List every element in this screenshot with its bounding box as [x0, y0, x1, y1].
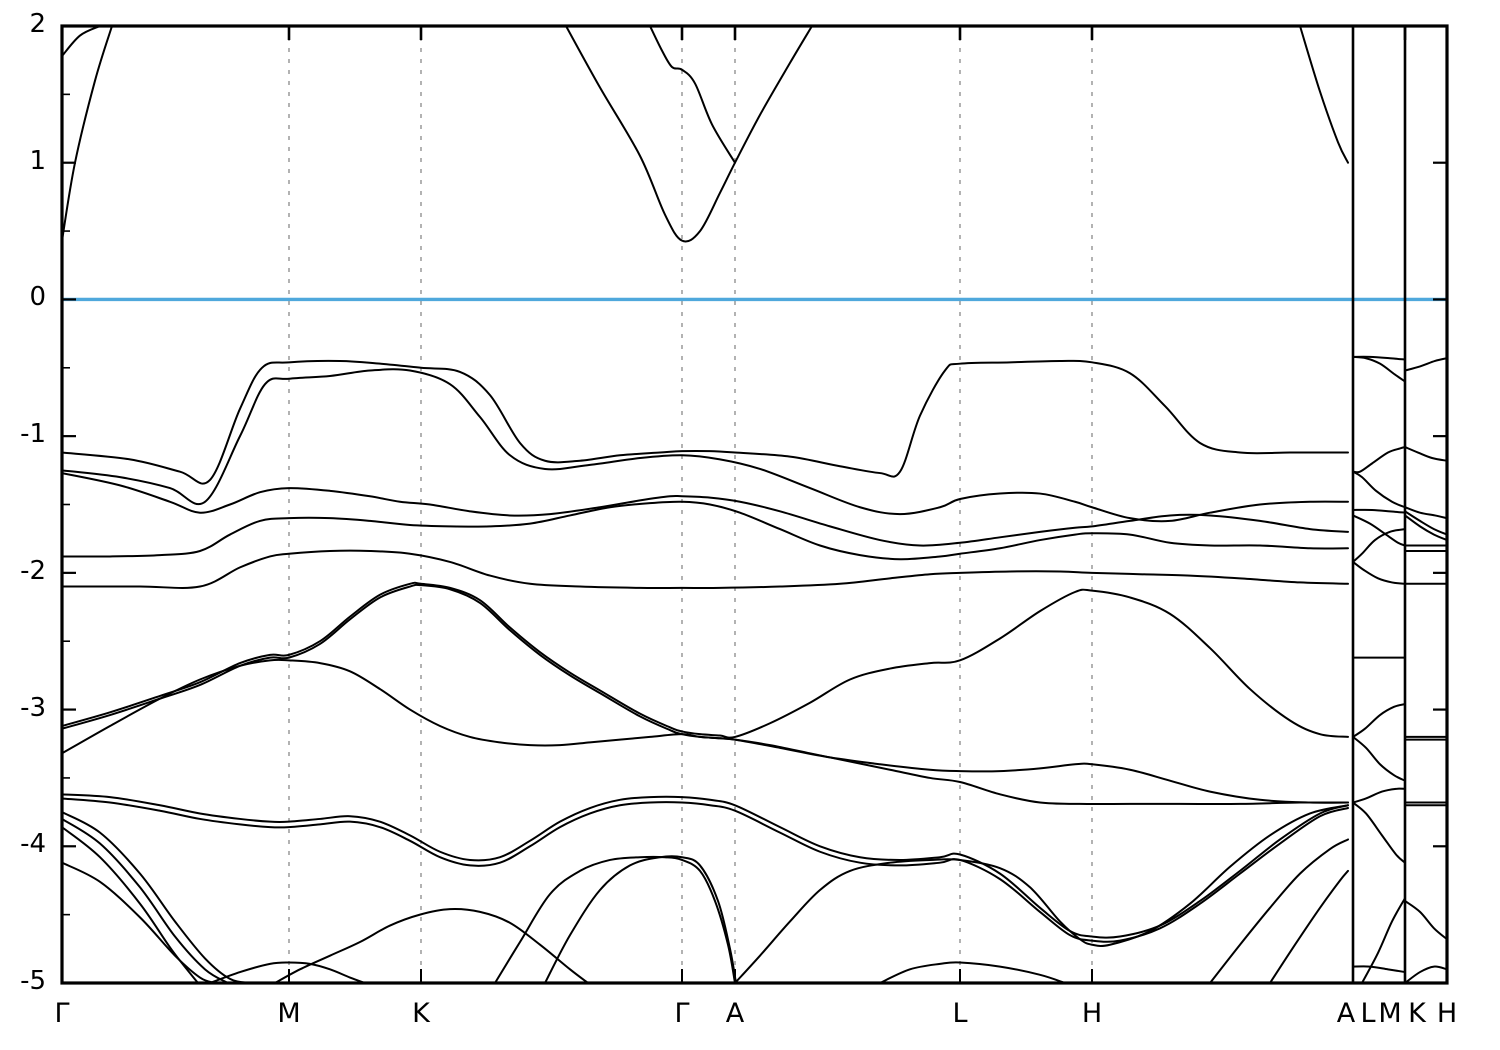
band-curve — [62, 811, 251, 983]
band-curve — [1404, 357, 1447, 372]
x-tick-label: K — [412, 998, 430, 1029]
y-tick-label: 1 — [29, 145, 46, 176]
band-curve — [879, 961, 1066, 983]
band-curve — [734, 804, 1349, 983]
band-curve — [649, 26, 736, 164]
band-curve — [1352, 703, 1406, 738]
band-curve — [1404, 965, 1447, 983]
x-tick-label: M — [1378, 998, 1402, 1029]
band-curve — [1361, 897, 1406, 983]
band-curve — [1404, 899, 1447, 941]
band-curve — [62, 549, 1349, 590]
band-curve — [62, 500, 1349, 561]
plot-frame — [60, 24, 1449, 985]
x-tick-label: L — [1360, 998, 1376, 1029]
band-curve — [1352, 446, 1406, 474]
band-curve — [62, 581, 1349, 739]
band-curve — [62, 793, 1349, 939]
y-tick-label: 2 — [29, 9, 46, 39]
band-curve — [62, 861, 216, 983]
band-curve — [1404, 506, 1447, 520]
band-curve — [1299, 26, 1349, 164]
y-tick-label: -4 — [20, 829, 46, 860]
band-curve — [565, 26, 813, 243]
band-curve — [1352, 787, 1406, 804]
band-curve — [274, 908, 589, 983]
band-curve — [1352, 355, 1406, 383]
band-curve — [544, 855, 737, 983]
x-tick-label: L — [952, 998, 968, 1029]
band-curve — [62, 658, 1349, 804]
band-curve — [1352, 965, 1406, 974]
band-curve — [1404, 446, 1447, 462]
x-tick-label: A — [725, 998, 745, 1029]
gridlines-group — [288, 26, 1406, 983]
band-curve — [1352, 514, 1406, 547]
band-curve — [1352, 508, 1406, 514]
band-curve — [1404, 510, 1447, 536]
y-tick-label: -2 — [20, 555, 46, 586]
band-curve — [62, 817, 229, 983]
x-tick-label: Γ — [54, 998, 70, 1029]
band-curve — [1352, 470, 1406, 509]
band-curve — [1352, 528, 1406, 563]
y-tick-label: -5 — [20, 966, 46, 996]
band-curves-group — [62, 26, 1447, 983]
band-curve — [1352, 801, 1406, 864]
y-tick-label: 0 — [29, 282, 46, 313]
band-curve — [62, 583, 1349, 806]
discontinuity-lines-group — [1351, 26, 1407, 983]
x-tick-label: K — [1408, 998, 1426, 1029]
x-tick-label: H — [1436, 998, 1458, 1029]
band-curve — [494, 855, 736, 983]
band-curve — [1404, 514, 1447, 542]
band-curve — [62, 359, 1349, 485]
band-curve — [62, 26, 113, 242]
band-curve — [1269, 869, 1349, 983]
x-tick-label: A — [1336, 998, 1356, 1029]
band-curve — [1209, 838, 1349, 983]
band-curve — [62, 368, 1349, 523]
band-curve — [1352, 560, 1406, 585]
band-curve — [1352, 735, 1406, 782]
band-curve — [62, 472, 1349, 547]
band-curve — [1352, 355, 1406, 361]
axis-ticks-group — [62, 26, 1447, 983]
band-curve — [209, 961, 366, 983]
band-curve — [62, 26, 101, 58]
band-curve — [62, 797, 1349, 943]
y-tick-label: -3 — [20, 692, 46, 723]
y-tick-label: -1 — [20, 419, 46, 450]
x-tick-label: Γ — [674, 998, 690, 1029]
x-tick-label: H — [1081, 998, 1103, 1029]
plot-border — [60, 24, 1449, 985]
x-tick-label: M — [277, 998, 301, 1029]
